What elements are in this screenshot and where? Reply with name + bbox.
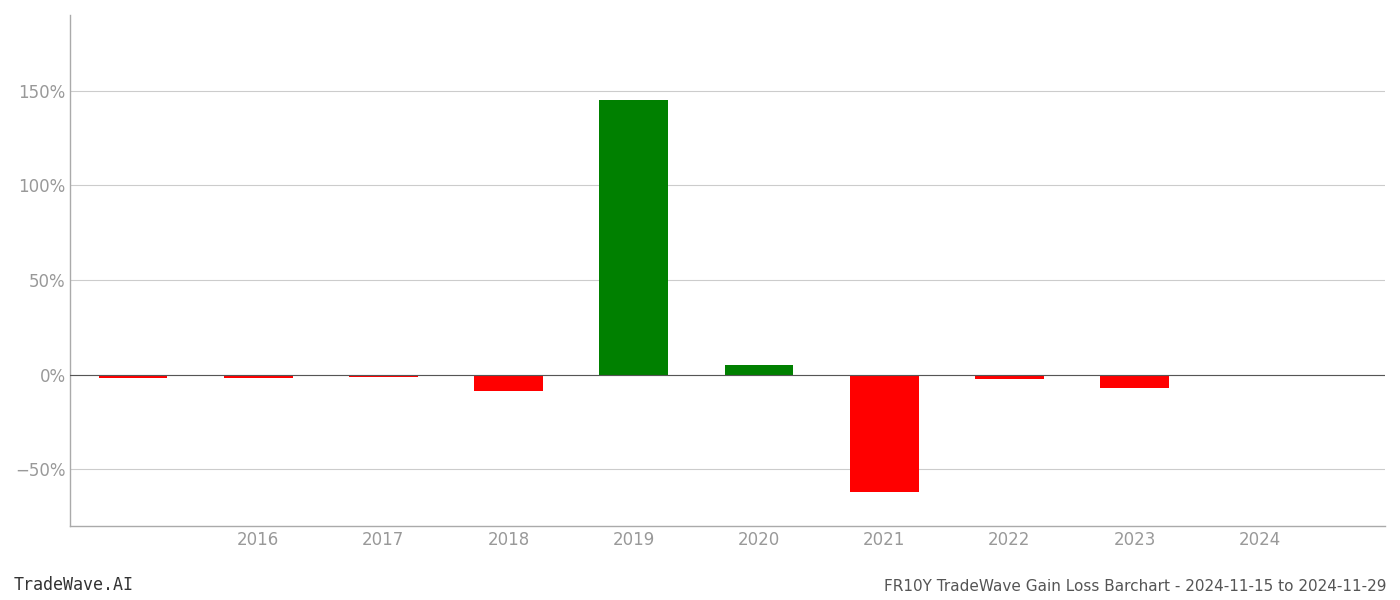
- Bar: [98, 374, 168, 377]
- Bar: [850, 374, 918, 492]
- Text: FR10Y TradeWave Gain Loss Barchart - 2024-11-15 to 2024-11-29: FR10Y TradeWave Gain Loss Barchart - 202…: [883, 579, 1386, 594]
- Text: TradeWave.AI: TradeWave.AI: [14, 576, 134, 594]
- Bar: [725, 365, 794, 374]
- Bar: [349, 374, 417, 377]
- Bar: [475, 374, 543, 391]
- Bar: [974, 374, 1044, 379]
- Bar: [1100, 374, 1169, 388]
- Bar: [599, 100, 668, 374]
- Bar: [224, 374, 293, 377]
